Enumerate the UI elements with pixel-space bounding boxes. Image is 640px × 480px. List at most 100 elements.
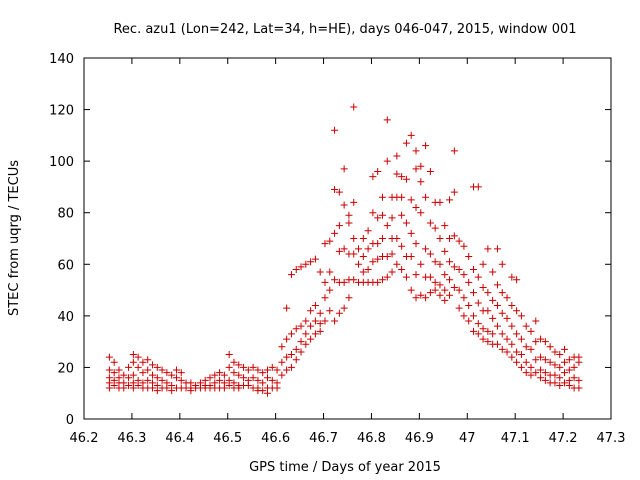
- x-tick-label: 46.5: [213, 431, 242, 446]
- data-point: [355, 260, 363, 268]
- data-point: [498, 330, 506, 338]
- data-point: [407, 131, 415, 139]
- data-point: [144, 376, 152, 384]
- data-point: [570, 374, 578, 382]
- data-point: [546, 343, 554, 351]
- data-point: [139, 369, 147, 377]
- y-tick-label: 20: [57, 361, 74, 376]
- data-point: [484, 307, 492, 315]
- data-point: [244, 381, 252, 389]
- data-point: [412, 165, 420, 173]
- data-point: [149, 384, 157, 392]
- data-point: [254, 366, 262, 374]
- data-point: [479, 335, 487, 343]
- data-point: [292, 265, 300, 273]
- data-point: [474, 320, 482, 328]
- data-point: [302, 317, 310, 325]
- data-point: [546, 358, 554, 366]
- data-point: [206, 374, 214, 382]
- data-point: [383, 157, 391, 165]
- data-point: [479, 260, 487, 268]
- data-point: [216, 369, 224, 377]
- data-point: [561, 369, 569, 377]
- data-point: [311, 255, 319, 263]
- data-point: [450, 147, 458, 155]
- data-point: [436, 235, 444, 242]
- data-point: [541, 356, 549, 364]
- data-point: [177, 376, 185, 384]
- x-tick-label: 46.6: [261, 431, 290, 446]
- data-point: [263, 366, 271, 374]
- data-point: [350, 235, 358, 242]
- data-point: [489, 296, 497, 304]
- data-point: [335, 188, 343, 196]
- data-point: [158, 376, 166, 384]
- data-point: [163, 384, 171, 392]
- data-point: [230, 369, 238, 377]
- data-point: [503, 294, 511, 302]
- data-point: [513, 348, 521, 356]
- data-point: [402, 219, 410, 227]
- data-point: [493, 340, 501, 348]
- data-point: [503, 348, 511, 356]
- x-tick-label: 46.7: [309, 431, 338, 446]
- data-point: [177, 369, 185, 377]
- data-point: [407, 196, 415, 204]
- data-point: [393, 235, 401, 242]
- data-point: [283, 335, 291, 343]
- data-point: [498, 309, 506, 317]
- data-point: [470, 265, 478, 273]
- data-point: [489, 330, 497, 338]
- data-point: [369, 173, 377, 181]
- data-point: [149, 371, 157, 379]
- data-point: [110, 369, 118, 377]
- data-point: [244, 366, 252, 374]
- data-point: [335, 309, 343, 317]
- data-point: [283, 353, 291, 361]
- data-point: [541, 376, 549, 384]
- data-point: [216, 376, 224, 384]
- data-point: [311, 317, 319, 325]
- data-point: [565, 356, 573, 364]
- data-point: [316, 268, 324, 276]
- data-point: [105, 366, 113, 374]
- data-point: [110, 381, 118, 389]
- data-point: [541, 338, 549, 346]
- data-point: [125, 374, 133, 382]
- data-point: [465, 278, 473, 286]
- x-tick-label: 47.1: [501, 431, 530, 446]
- data-point: [575, 376, 583, 384]
- data-point: [398, 211, 406, 219]
- data-point: [426, 167, 434, 175]
- data-point: [441, 271, 449, 279]
- data-point: [465, 253, 473, 261]
- data-point: [450, 188, 458, 196]
- data-point: [460, 271, 468, 279]
- data-point: [129, 358, 137, 366]
- data-point: [240, 374, 248, 382]
- data-point: [383, 253, 391, 261]
- data-point: [321, 278, 329, 286]
- data-point: [508, 273, 516, 281]
- data-point: [345, 294, 353, 302]
- y-axis-ticks: 0 20 40 60 80 100 120 140: [49, 52, 611, 428]
- data-point: [120, 371, 128, 379]
- data-point: [460, 294, 468, 302]
- data-point: [474, 183, 482, 191]
- data-point: [153, 374, 161, 382]
- data-point: [450, 283, 458, 291]
- data-point: [292, 356, 300, 364]
- data-point: [259, 369, 267, 377]
- data-point: [287, 351, 295, 359]
- data-point: [527, 363, 535, 371]
- data-point: [398, 193, 406, 201]
- data-point: [302, 340, 310, 348]
- data-point: [460, 312, 468, 320]
- data-point: [426, 219, 434, 227]
- data-point: [125, 363, 133, 371]
- data-point: [168, 371, 176, 379]
- data-point: [287, 271, 295, 279]
- chart-title: Rec. azu1 (Lon=242, Lat=34, h=HE), days …: [113, 22, 576, 37]
- data-point: [446, 196, 454, 204]
